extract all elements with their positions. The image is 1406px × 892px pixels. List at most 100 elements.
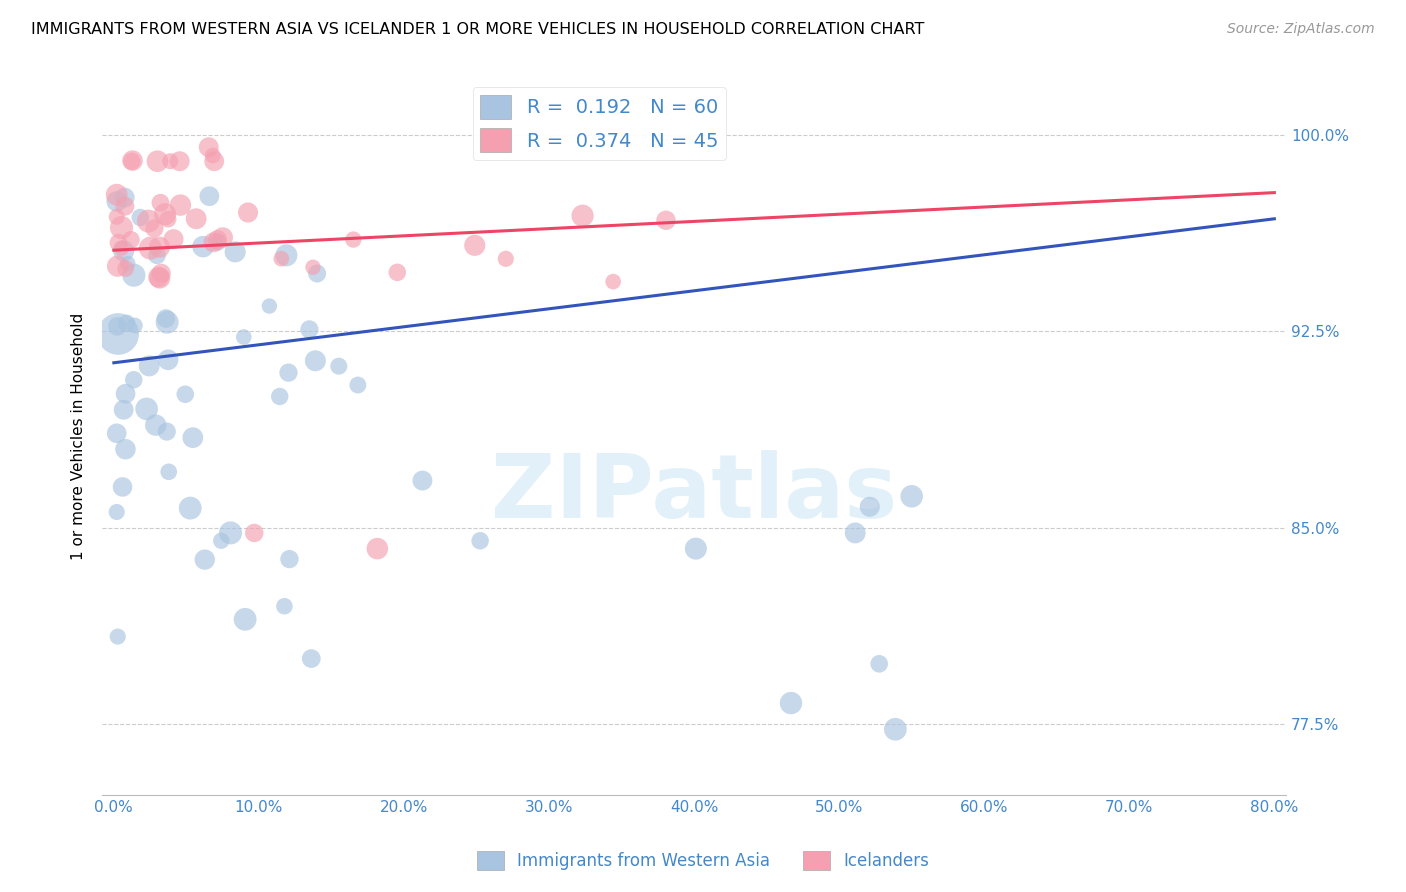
Point [149,195,172,210]
Point [299,651,322,665]
Point [276,248,298,262]
Point [112,402,135,417]
Point [655,213,678,227]
Point [197,140,219,154]
Point [138,214,160,228]
Point [780,696,803,710]
Point [232,330,254,344]
Point [387,265,409,279]
Point [468,533,491,548]
Point [150,266,173,280]
Point [146,154,169,169]
Y-axis label: 1 or more Vehicles in Household: 1 or more Vehicles in Household [72,312,86,559]
Point [304,353,326,368]
Point [342,233,364,247]
Point [900,489,922,503]
Point [191,239,214,253]
Point [169,198,191,212]
Point [105,194,128,209]
Point [273,599,295,614]
Point [571,209,593,223]
Point [114,442,136,457]
Point [135,401,157,416]
Point [149,271,172,285]
Point [110,241,132,255]
Point [236,205,259,219]
Point [201,148,224,162]
Point [366,541,388,556]
Text: Source: ZipAtlas.com: Source: ZipAtlas.com [1227,22,1375,37]
Point [277,366,299,380]
Point [148,240,170,254]
Point [328,359,350,374]
Point [122,268,145,283]
Point [157,352,180,367]
Point [110,220,132,235]
Point [107,259,129,273]
Point [278,552,301,566]
Point [269,389,291,403]
Point [114,199,136,213]
Point [107,630,129,644]
Legend: R =  0.192   N = 60, R =  0.374   N = 45: R = 0.192 N = 60, R = 0.374 N = 45 [472,87,727,160]
Point [302,260,325,275]
Point [122,373,145,387]
Point [224,244,246,259]
Point [181,431,204,445]
Point [174,387,197,401]
Point [120,233,142,247]
Point [156,425,179,439]
Point [884,723,907,737]
Point [105,210,128,224]
Point [298,322,321,336]
Point [868,657,890,671]
Point [169,154,191,169]
Point [194,552,217,566]
Point [243,525,266,540]
Point [259,299,281,313]
Point [307,267,329,281]
Point [155,311,177,326]
Point [157,212,180,227]
Point [464,238,486,252]
Point [186,211,208,226]
Legend: Immigrants from Western Asia, Icelanders: Immigrants from Western Asia, Icelanders [470,844,936,877]
Point [198,189,221,203]
Point [495,252,517,266]
Point [844,525,866,540]
Point [685,541,707,556]
Point [219,525,242,540]
Point [602,275,624,289]
Point [347,378,370,392]
Point [145,418,167,433]
Point [270,252,292,266]
Point [105,505,128,519]
Text: IMMIGRANTS FROM WESTERN ASIA VS ICELANDER 1 OR MORE VEHICLES IN HOUSEHOLD CORREL: IMMIGRANTS FROM WESTERN ASIA VS ICELANDE… [31,22,924,37]
Point [129,211,152,225]
Point [162,232,184,246]
Point [143,221,166,235]
Point [111,480,134,494]
Point [156,315,179,329]
Text: ZIPatlas: ZIPatlas [491,450,897,537]
Point [153,207,176,221]
Point [146,248,169,262]
Point [121,153,143,168]
Point [114,261,136,276]
Point [117,256,139,270]
Point [114,191,136,205]
Point [105,426,128,441]
Point [105,187,128,202]
Point [179,501,201,516]
Point [859,500,882,514]
Point [202,235,225,250]
Point [121,154,143,169]
Point [233,612,256,626]
Point [211,230,233,244]
Point [105,319,128,334]
Point [139,241,162,255]
Point [207,235,229,249]
Point [114,386,136,401]
Point [148,270,170,285]
Point [138,359,160,373]
